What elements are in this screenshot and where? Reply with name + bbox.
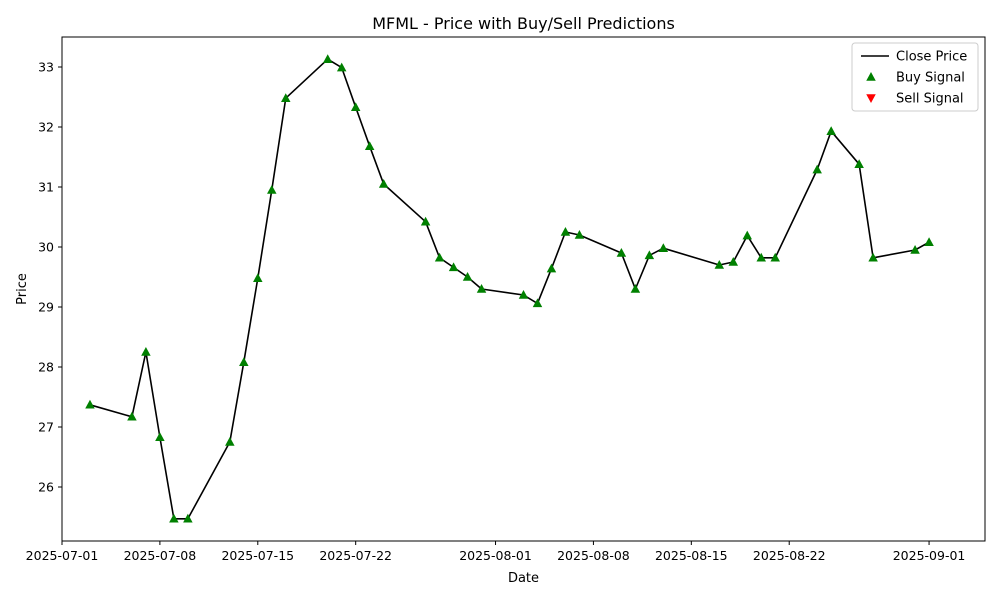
buy-signal-marker [267,185,277,194]
x-axis-label: Date [508,571,539,586]
y-tick-label: 31 [38,180,54,195]
buy-signal-marker [616,248,627,257]
buy-signal-marker [155,432,165,441]
buy-signal-marker [854,159,864,168]
buy-signal-marker [225,437,235,446]
legend-box [851,42,979,112]
legend: Close Price Buy Signal Sell Signal [851,42,979,112]
legend-buy-swatch [866,72,876,81]
x-tick-label: 2025-08-08 [557,548,630,563]
y-tick-label: 27 [38,420,54,435]
buy-signal-marker [728,257,739,266]
buy-signal-marker [546,263,557,273]
buy-signal-marker [420,216,431,226]
buy-signal-marker [644,250,655,260]
buy-signal-marker [812,164,822,174]
buy-signal-marker [756,252,766,262]
buy-signal-marker [141,347,151,356]
x-tick-label: 2025-08-01 [459,548,532,563]
buy-signal-marker [924,237,934,246]
buy-signal-marker [169,513,179,523]
buy-signal-marker [378,179,389,188]
buy-signal-marker [183,513,193,523]
buy-signal-marker [476,284,487,293]
buy-signal-marker [281,93,291,102]
x-tick-label: 2025-07-22 [319,548,392,563]
y-axis: 26 27 28 29 30 31 32 33 [38,60,62,495]
buy-signal-marker [574,230,585,239]
y-axis-label: Price [15,273,30,305]
y-tick-label: 28 [38,360,54,375]
buy-signal-marker [826,126,836,135]
x-tick-label: 2025-09-01 [893,548,966,563]
buy-signal-marker [714,260,725,269]
y-tick-label: 30 [38,240,54,255]
buy-signal-marker [434,252,445,262]
buy-signal-marker [518,290,529,299]
x-tick-label: 2025-08-22 [753,548,826,563]
buy-signal-marker [630,284,641,293]
buy-signal-marker [364,141,375,150]
legend-sell-swatch [866,94,876,103]
buy-signal-marker [85,399,95,409]
y-tick-label: 29 [38,300,54,315]
marker-layer [85,54,934,523]
x-tick-label: 2025-07-08 [124,548,197,563]
buy-signal-marker [658,243,669,252]
chart-title: MFML - Price with Buy/Sell Predictions [372,14,675,33]
buy-signal-marker [560,227,571,236]
buy-signal-marker [336,62,347,72]
buy-signal-marker [239,357,249,366]
buy-signal-marker [742,230,753,240]
buy-signal-marker [350,102,361,111]
x-tick-label: 2025-07-01 [26,548,99,563]
x-axis: 2025-07-01 2025-07-08 2025-07-15 2025-07-22… [26,541,966,563]
legend-entry-label: Sell Signal [896,92,964,107]
buy-signal-marker [253,273,263,282]
buy-signal-marker [910,245,920,254]
buy-signal-marker [322,54,333,63]
buy-signal-marker [532,298,543,308]
buy-signal-marker [770,252,780,262]
y-tick-label: 32 [38,120,54,135]
legend-entry-label: Close Price [896,50,967,65]
plot-frame [61,36,986,542]
buy-signal-marker [448,262,459,272]
y-tick-label: 26 [38,480,54,495]
buy-signal-marker [462,272,473,281]
buy-signal-marker [127,411,137,421]
x-tick-label: 2025-08-15 [655,548,728,563]
x-tick-label: 2025-07-15 [221,548,294,563]
buy-signal-marker [868,252,878,262]
y-tick-label: 33 [38,60,54,75]
legend-entry-label: Buy Signal [896,71,965,86]
